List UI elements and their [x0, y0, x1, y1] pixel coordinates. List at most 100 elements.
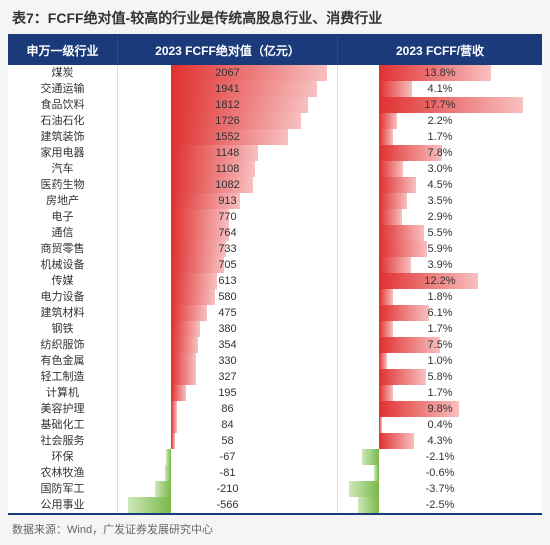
header-abs: 2023 FCFF绝对值（亿元）: [118, 36, 338, 65]
abs-cell: 354: [118, 337, 338, 353]
abs-value: 1082: [215, 179, 239, 191]
header-industry: 申万一级行业: [8, 36, 118, 65]
table-row: 有色金属3301.0%: [8, 353, 542, 369]
rev-cell: 5.5%: [338, 225, 542, 241]
table-row: 美容护理 86 9.8%: [8, 401, 542, 417]
abs-value: 354: [218, 339, 236, 351]
table-row: 社会服务58 4.3%: [8, 433, 542, 449]
industry-cell: 轻工制造: [8, 369, 118, 385]
abs-value: 1812: [215, 99, 239, 111]
source-label: 数据来源：: [12, 524, 67, 536]
industry-cell: 纺织服饰: [8, 337, 118, 353]
table-row: 通信 764 5.5%: [8, 225, 542, 241]
abs-value: -210: [216, 483, 238, 495]
rev-value: 2.9%: [427, 211, 452, 223]
table-row: 交通运输19414.1%: [8, 81, 542, 97]
rev-cell: 12.2%: [338, 273, 542, 289]
abs-cell: 1082: [118, 177, 338, 193]
industry-cell: 家用电器: [8, 145, 118, 161]
abs-value: -81: [220, 467, 236, 479]
industry-cell: 社会服务: [8, 433, 118, 449]
abs-value: 195: [218, 387, 236, 399]
abs-value: 86: [221, 403, 233, 415]
abs-cell: 770: [118, 209, 338, 225]
abs-value: 913: [218, 195, 236, 207]
abs-cell: 195: [118, 385, 338, 401]
industry-cell: 有色金属: [8, 353, 118, 369]
industry-cell: 机械设备: [8, 257, 118, 273]
rev-cell: -2.5%: [338, 497, 542, 513]
table-row: 钢铁3801.7%: [8, 321, 542, 337]
abs-value: 84: [221, 419, 233, 431]
abs-cell: 1812: [118, 97, 338, 113]
rev-value: 1.7%: [427, 323, 452, 335]
abs-value: 580: [218, 291, 236, 303]
rev-cell: 3.9%: [338, 257, 542, 273]
abs-value: 1552: [215, 131, 239, 143]
abs-cell: 705: [118, 257, 338, 273]
table-row: 农林牧渔 -81 -0.6%: [8, 465, 542, 481]
industry-cell: 公用事业: [8, 497, 118, 513]
table-row: 汽车11083.0%: [8, 161, 542, 177]
table-row: 计算机1951.7%: [8, 385, 542, 401]
abs-cell: 330: [118, 353, 338, 369]
rev-cell: 4.5%: [338, 177, 542, 193]
abs-cell: -566: [118, 497, 338, 513]
title-text: FCFF绝对值-较高的行业是传统高股息行业、消费行业: [48, 10, 382, 26]
abs-value: 475: [218, 307, 236, 319]
rev-value: 6.1%: [427, 307, 452, 319]
fcff-table: 申万一级行业 2023 FCFF绝对值（亿元） 2023 FCFF/营收 煤炭2…: [8, 34, 542, 515]
rev-value: 9.8%: [427, 403, 452, 415]
abs-value: 1148: [216, 147, 240, 159]
industry-cell: 医药生物: [8, 177, 118, 193]
rev-cell: 1.7%: [338, 129, 542, 145]
industry-cell: 环保: [8, 449, 118, 465]
rev-value: 12.2%: [424, 275, 455, 287]
title-prefix: 表7：: [12, 10, 48, 26]
rev-value: 1.7%: [427, 131, 452, 143]
rev-cell: 3.5%: [338, 193, 542, 209]
abs-value: 770: [218, 211, 236, 223]
abs-cell: 84: [118, 417, 338, 433]
industry-cell: 传媒: [8, 273, 118, 289]
abs-value: -566: [216, 499, 238, 511]
rev-value: 4.3%: [427, 435, 452, 447]
rev-cell: 2.2%: [338, 113, 542, 129]
abs-value: 327: [218, 371, 236, 383]
industry-cell: 农林牧渔: [8, 465, 118, 481]
rev-value: 1.7%: [427, 387, 452, 399]
abs-cell: 58: [118, 433, 338, 449]
rev-value: 3.5%: [427, 195, 452, 207]
industry-cell: 美容护理: [8, 401, 118, 417]
abs-cell: 1726: [118, 113, 338, 129]
abs-value: 705: [218, 259, 236, 271]
abs-value: 764: [218, 227, 236, 239]
abs-cell: 613: [118, 273, 338, 289]
abs-value: 2067: [215, 67, 239, 79]
table-row: 环保-67-2.1%: [8, 449, 542, 465]
industry-cell: 钢铁: [8, 321, 118, 337]
data-source: 数据来源：Wind，广发证券发展研究中心: [8, 521, 542, 537]
rev-cell: -0.6%: [338, 465, 542, 481]
abs-cell: -81: [118, 465, 338, 481]
abs-cell: 733: [118, 241, 338, 257]
source-value: Wind，广发证券发展研究中心: [67, 524, 213, 536]
rev-value: 5.9%: [427, 243, 452, 255]
rev-value: -0.6%: [426, 467, 455, 479]
abs-cell: 327: [118, 369, 338, 385]
table-row: 建筑装饰15521.7%: [8, 129, 542, 145]
industry-cell: 房地产: [8, 193, 118, 209]
rev-cell: 2.9%: [338, 209, 542, 225]
industry-cell: 建筑材料: [8, 305, 118, 321]
abs-cell: 2067: [118, 65, 338, 81]
rev-cell: 9.8%: [338, 401, 542, 417]
rev-value: -3.7%: [426, 483, 455, 495]
abs-value: 1941: [215, 83, 239, 95]
rev-cell: 0.4%: [338, 417, 542, 433]
table-row: 商贸零售7335.9%: [8, 241, 542, 257]
rev-cell: 4.3%: [338, 433, 542, 449]
rev-cell: 5.9%: [338, 241, 542, 257]
table-row: 电力设备5801.8%: [8, 289, 542, 305]
industry-cell: 通信: [8, 225, 118, 241]
table-row: 建筑材料 475 6.1%: [8, 305, 542, 321]
